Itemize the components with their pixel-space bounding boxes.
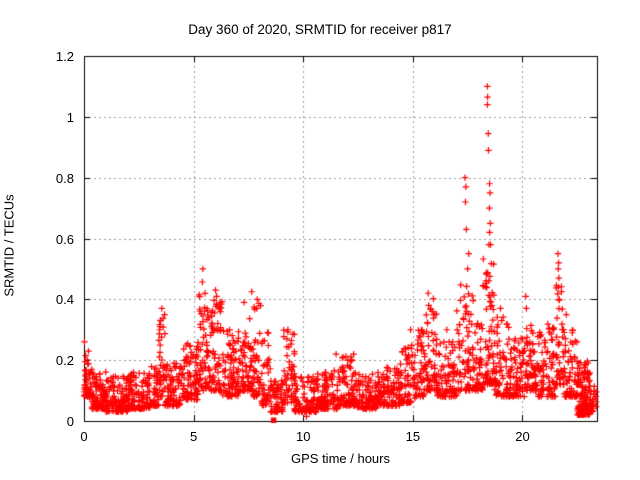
x-tick-label: 10: [295, 429, 311, 444]
y-tick-label: 0.6: [55, 231, 74, 247]
y-tick-label: 1.2: [55, 49, 74, 64]
x-tick-label: 5: [189, 429, 198, 444]
x-tick-label: 0: [80, 429, 88, 444]
x-tick-label: 15: [405, 429, 421, 444]
y-tick-label: 1: [66, 109, 74, 125]
x-axis-label: GPS time / hours: [291, 451, 390, 466]
y-tick-label: 0.2: [55, 353, 74, 369]
y-tick-label: 0.8: [55, 170, 74, 186]
y-axis-label: SRMTID / TECUs: [1, 194, 17, 297]
chart-title: Day 360 of 2020, SRMTID for receiver p81…: [188, 22, 452, 37]
y-tick-label: 0: [66, 414, 74, 429]
x-tick-label: 20: [515, 429, 530, 444]
y-tick-label: 0.4: [55, 292, 74, 308]
